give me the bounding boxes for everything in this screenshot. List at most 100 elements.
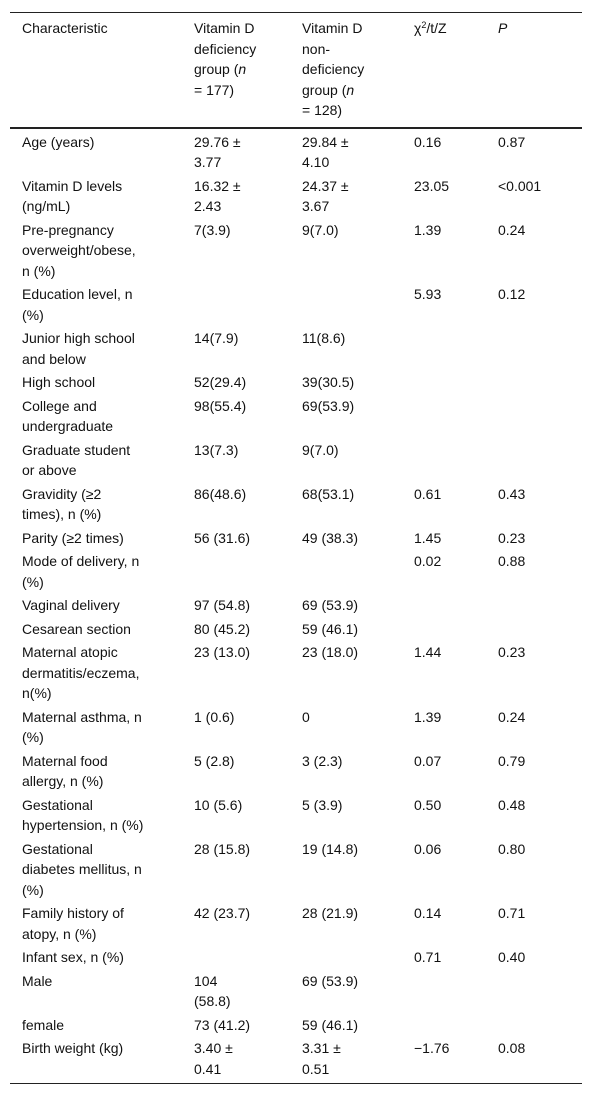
- table-cell: 0.12: [498, 286, 526, 302]
- table-cell: College and undergraduate: [22, 397, 114, 435]
- table-cell: 104 (58.8): [194, 972, 231, 1010]
- header-cell: Vitamin D non-deficiency group (n = 128): [290, 13, 402, 128]
- table-row: Age (years) 29.76 ± 3.77 29.84 ± 4.10 0.16 0…: [10, 128, 582, 174]
- table-cell: 0.24: [498, 221, 526, 238]
- table-cell: [486, 394, 582, 438]
- table-row: College and undergraduate 98(55.4) 69(53.9…: [10, 394, 582, 438]
- table-cell: Junior high school and below: [22, 330, 135, 367]
- header-text: = 177): [194, 81, 235, 98]
- header-row: Characteristic Vitamin D deficiency grou…: [10, 13, 582, 128]
- table-cell: 24.37 ± 3.67: [302, 177, 349, 215]
- table-row: High school 52(29.4) 39(30.5): [10, 370, 582, 394]
- table-cell: [402, 394, 486, 438]
- table-cell: 28 (21.9): [302, 905, 359, 921]
- table-cell: 23 (13.0): [194, 644, 251, 660]
- table-cell: 0.14: [414, 905, 442, 921]
- data-table: Characteristic Vitamin D deficiency grou…: [10, 12, 582, 1084]
- table-cell: 23 (18.0): [302, 644, 359, 660]
- table-cell: 1 (0.6): [194, 708, 235, 725]
- table-body: Age (years) 29.76 ± 3.77 29.84 ± 4.10 0.16 0…: [10, 128, 582, 1084]
- table-cell: 86(48.6): [194, 485, 247, 502]
- header-text: Characteristic: [22, 20, 108, 36]
- table-cell: 0.43: [498, 485, 526, 502]
- table-cell: 0.24: [498, 708, 526, 725]
- table-cell: Vitamin D levels (ng/mL): [22, 177, 123, 215]
- table-row: female 73 (41.2) 59 (46.1): [10, 1013, 582, 1037]
- table-cell: 0.80: [498, 840, 526, 857]
- table-cell: −1.76: [414, 1040, 450, 1056]
- table-cell: [486, 326, 582, 370]
- table-cell: Male: [22, 972, 53, 989]
- table-cell: [402, 969, 486, 1013]
- table-cell: 69(53.9): [302, 397, 355, 414]
- table-cell: 5 (3.9): [302, 796, 343, 813]
- table-cell: [486, 370, 582, 394]
- table-cell: 29.76 ± 3.77: [194, 133, 241, 171]
- table-cell: 80 (45.2): [194, 620, 251, 637]
- table-cell: 0.16: [414, 133, 442, 150]
- table-cell: Graduate student or above: [22, 441, 131, 479]
- table-cell: 5.93: [414, 286, 442, 302]
- header-cell: Characteristic: [10, 13, 182, 128]
- table-cell: 68(53.1): [302, 485, 355, 502]
- table-row: Pre-pregnancy overweight/obese, n (%) 7(3…: [10, 218, 582, 283]
- table-cell: 0.23: [498, 644, 526, 660]
- table-cell: 98(55.4): [194, 397, 247, 414]
- table-cell: 52(29.4): [194, 374, 247, 390]
- table-cell: [182, 549, 290, 593]
- table-cell: 3.31 ± 0.51: [302, 1040, 341, 1077]
- header-cell: Vitamin D deficiency group (n = 177): [182, 13, 290, 128]
- table-row: Gestational hypertension, n (%) 10 (5.6) 5…: [10, 793, 582, 837]
- header-text: P: [498, 20, 508, 36]
- table-cell: 0.40: [498, 949, 526, 965]
- table-cell: Gestational diabetes mellitus, n (%): [22, 840, 142, 898]
- table-cell: 3.40 ± 0.41: [194, 1040, 233, 1077]
- table-cell: 56 (31.6): [194, 529, 251, 546]
- table-cell: 11(8.6): [302, 330, 346, 346]
- header-text: χ: [414, 20, 422, 36]
- table-cell: 59 (46.1): [302, 620, 359, 637]
- table-cell: [182, 945, 290, 969]
- table-cell: 9(7.0): [302, 221, 339, 238]
- table-cell: 59 (46.1): [302, 1016, 359, 1033]
- table-cell: [182, 282, 290, 326]
- table-cell: 0.23: [498, 529, 526, 546]
- table-cell: 0.88: [498, 553, 526, 569]
- table-header: Characteristic Vitamin D deficiency grou…: [10, 13, 582, 128]
- table-cell: [486, 617, 582, 641]
- table-cell: 0.48: [498, 796, 526, 813]
- table-row: Birth weight (kg) 3.40 ± 0.41 3.31 ± 0.51 −…: [10, 1036, 582, 1084]
- table-cell: 5 (2.8): [194, 752, 235, 769]
- table-cell: 13(7.3): [194, 441, 239, 458]
- table-cell: 0.79: [498, 752, 526, 769]
- table-cell: 3 (2.3): [302, 752, 343, 769]
- table-row: Vitamin D levels (ng/mL) 16.32 ± 2.43 24.3…: [10, 174, 582, 218]
- table-cell: 23.05: [414, 177, 450, 194]
- table-row: Vaginal delivery 97 (54.8) 69 (53.9): [10, 593, 582, 617]
- table-cell: Maternal asthma, n (%): [22, 708, 142, 746]
- table-row: Parity (≥2 times) 56 (31.6) 49 (38.3) 1.45 0…: [10, 526, 582, 550]
- table-cell: 0.06: [414, 840, 442, 857]
- table-cell: Gravidity (≥2 times), n (%): [22, 485, 102, 523]
- table-cell: 39(30.5): [302, 374, 355, 390]
- table-cell: 0.07: [414, 752, 442, 769]
- header-text: Vitamin D non-deficiency group (: [302, 20, 365, 98]
- table-cell: [402, 593, 486, 617]
- table-cell: 7(3.9): [194, 221, 231, 238]
- table-row: Maternal atopic dermatitis/eczema, n(%) 2…: [10, 640, 582, 705]
- table-cell: 9(7.0): [302, 441, 339, 458]
- table-cell: 0.08: [498, 1040, 526, 1056]
- table-row: Male 104 (58.8) 69 (53.9): [10, 969, 582, 1013]
- table-cell: Cesarean section: [22, 620, 131, 637]
- header-text: /t/Z: [426, 20, 447, 36]
- table-cell: <0.001: [498, 177, 542, 194]
- table-row: Maternal asthma, n (%) 1 (0.6) 0 1.39 0.24: [10, 705, 582, 749]
- header-text: n: [346, 81, 355, 98]
- table-cell: [486, 438, 582, 482]
- table-cell: Family history of atopy, n (%): [22, 905, 124, 942]
- header-text: Vitamin D deficiency group (: [194, 20, 257, 77]
- table-row: Education level, n (%) 5.93 0.12: [10, 282, 582, 326]
- table-cell: female: [22, 1016, 65, 1033]
- table-cell: [402, 370, 486, 394]
- table-cell: [402, 438, 486, 482]
